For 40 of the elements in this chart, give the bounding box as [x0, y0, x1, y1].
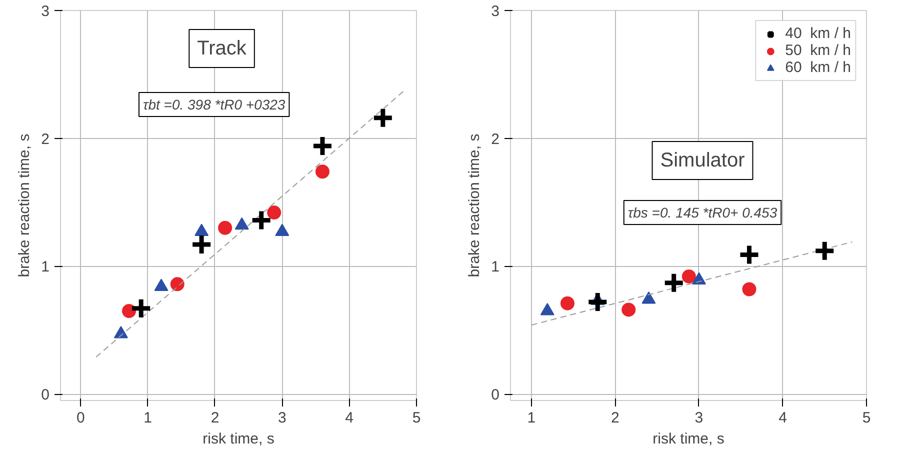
- legend-label: 60 km / h: [785, 59, 851, 76]
- point: [267, 206, 282, 220]
- y-tick-label: 3: [491, 3, 500, 20]
- legend-label: 40 km / h: [785, 25, 851, 42]
- y-tick-label: 1: [491, 258, 500, 276]
- annotation: Simulator: [660, 150, 746, 172]
- x-tick-label: 0: [76, 410, 85, 426]
- annotation: Track: [197, 38, 248, 60]
- x-tick-label: 4: [778, 410, 787, 426]
- y-tick-label: 0: [491, 386, 500, 404]
- y-tick-label: 3: [41, 3, 50, 20]
- point: [622, 302, 636, 317]
- point: [682, 269, 696, 284]
- y-tick-label: 2: [491, 130, 500, 148]
- x-tick-label: 4: [345, 410, 354, 426]
- legend-label: 50 km / h: [785, 42, 851, 59]
- point: [742, 282, 756, 296]
- point: [170, 277, 184, 292]
- x-tick-label: 1: [527, 410, 536, 426]
- x-tick-label: 1: [144, 410, 152, 426]
- x-tick-label: 5: [412, 410, 421, 426]
- point: [218, 220, 232, 235]
- y-tick-label: 0: [41, 386, 50, 404]
- x-axis-title: risk time, s: [652, 430, 724, 448]
- x-tick-label: 2: [210, 410, 220, 426]
- point: [122, 304, 136, 318]
- point: [114, 326, 128, 338]
- annotation: τbt =0. 398 *tR0 +0323: [142, 96, 286, 112]
- x-tick-label: 2: [611, 410, 620, 426]
- point: [315, 164, 330, 179]
- y-tick-label: 2: [41, 130, 50, 148]
- x-tick-label: 3: [278, 410, 286, 426]
- x-tick-label: 3: [694, 410, 704, 426]
- y-tick-label: 1: [41, 258, 50, 276]
- y-axis-title: brake reaction time, s: [16, 134, 34, 278]
- x-axis-title: risk time, s: [202, 430, 274, 448]
- x-tick-label: 5: [862, 410, 871, 426]
- point: [560, 296, 574, 310]
- y-axis-title: brake reaction time, s: [466, 134, 484, 278]
- annotation: τbs =0. 145 *tR0+ 0.453: [628, 204, 778, 220]
